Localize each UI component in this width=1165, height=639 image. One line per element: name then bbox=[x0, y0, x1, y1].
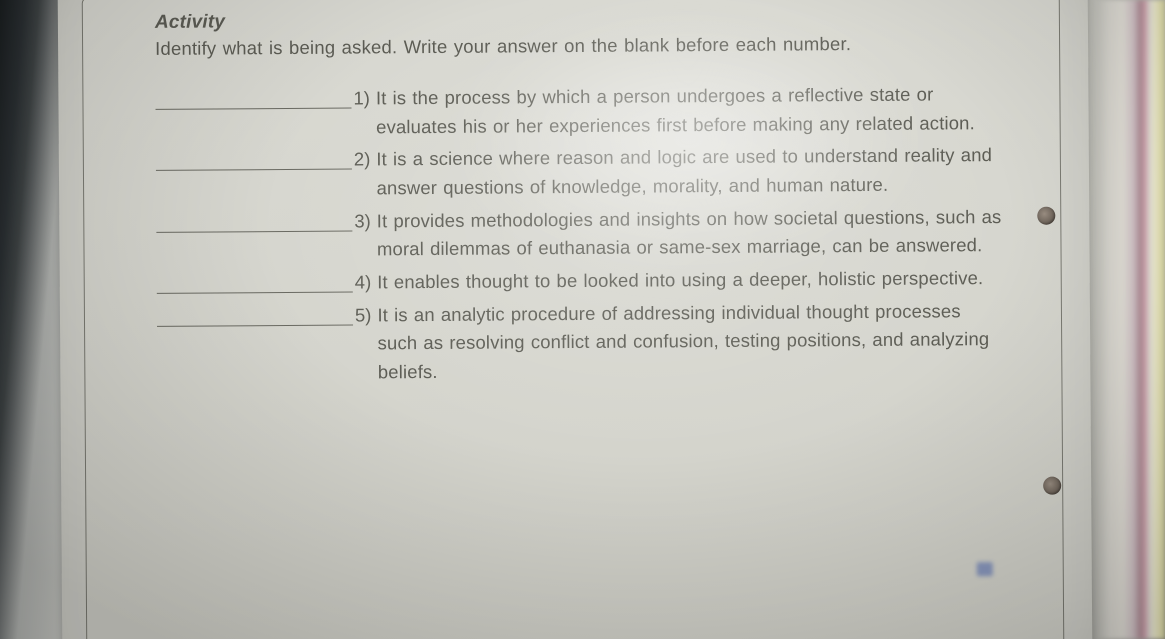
question-text: It is an analytic procedure of addressin… bbox=[377, 297, 1005, 387]
question-number: 5) bbox=[355, 301, 378, 330]
question-text: It provides methodologies and insights o… bbox=[377, 203, 1005, 265]
answer-blank[interactable] bbox=[157, 303, 353, 326]
question-text: It is a science where reason and logic a… bbox=[376, 141, 1004, 203]
question-number: 3) bbox=[354, 207, 377, 236]
question-number: 1) bbox=[353, 84, 376, 113]
question-item: 4) It enables thought to be looked into … bbox=[157, 264, 1005, 299]
answer-blank[interactable] bbox=[155, 87, 351, 110]
question-item: 3) It provides methodologies and insight… bbox=[156, 203, 1004, 266]
question-list: 1) It is the process by which a person u… bbox=[155, 80, 1005, 389]
activity-instruction: Identify what is being asked. Write your… bbox=[155, 32, 1003, 60]
question-text: It enables thought to be looked into usi… bbox=[377, 264, 1005, 297]
question-item: 1) It is the process by which a person u… bbox=[155, 80, 1003, 143]
worksheet-page: Activity Identify what is being asked. W… bbox=[58, 0, 1093, 639]
question-number: 4) bbox=[355, 268, 378, 297]
question-text: It is the process by which a person unde… bbox=[376, 80, 1004, 142]
answer-blank[interactable] bbox=[156, 209, 352, 232]
worksheet-border-frame: Activity Identify what is being asked. W… bbox=[82, 0, 1065, 639]
question-item: 2) It is a science where reason and logi… bbox=[156, 141, 1004, 204]
page-right-edge-shadow bbox=[1095, 0, 1165, 639]
activity-heading: Activity bbox=[155, 6, 1003, 34]
binder-hole-icon bbox=[1037, 207, 1055, 225]
answer-blank[interactable] bbox=[157, 271, 353, 294]
answer-blank[interactable] bbox=[156, 148, 352, 171]
binder-hole-icon bbox=[1043, 477, 1061, 495]
question-number: 2) bbox=[354, 146, 377, 175]
ink-smudge bbox=[977, 562, 993, 576]
question-item: 5) It is an analytic procedure of addres… bbox=[157, 297, 1006, 389]
